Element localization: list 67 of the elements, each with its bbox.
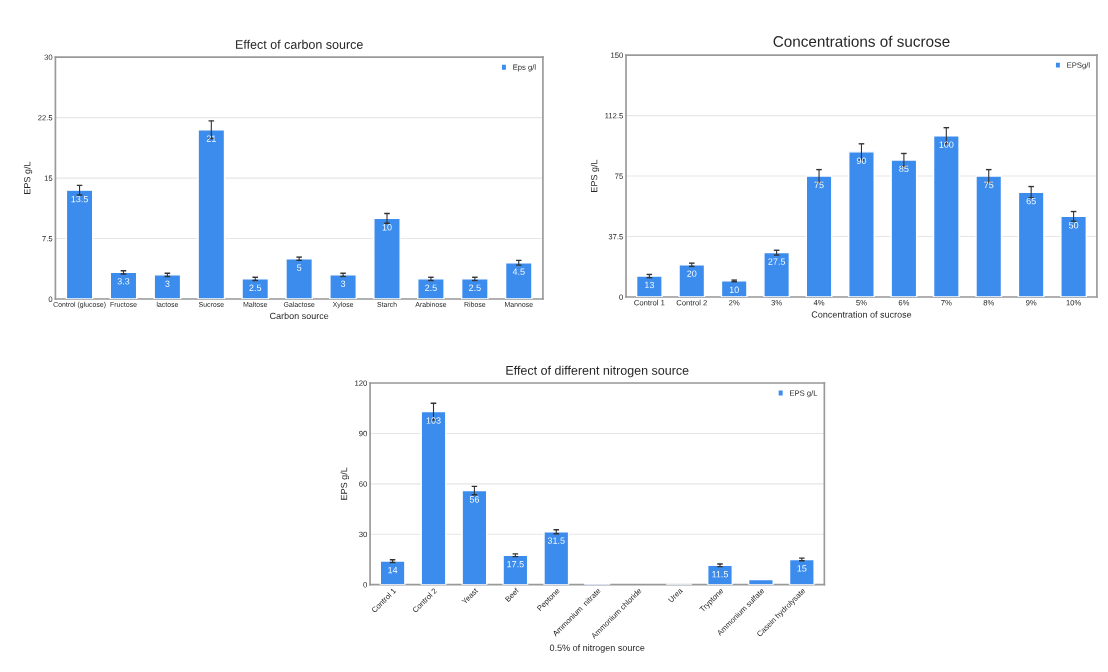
bar [329,274,357,300]
data-label: 4.5 [512,268,525,275]
y-axis-title: EPS g/L [23,161,33,194]
y-axis-title: EPS g/L [340,467,349,500]
bar [417,278,445,300]
data-label: 3 [340,280,346,287]
bar [65,189,94,300]
chart-title: Effect of carbon source [236,39,363,49]
bar [373,217,401,300]
data-label: 13 [645,281,654,289]
data-label: 15 [797,565,807,572]
data-label: 56 [469,496,480,503]
x-axis-title: 0.5% of nitrogen source [549,644,645,653]
bar [420,410,447,585]
x-axis-title: Concentration of sucrose [811,311,912,318]
bar [379,560,406,585]
chart-title: Effect of different nitrogen source [506,365,689,378]
data-label: 75 [814,181,824,189]
data-label: 50 [1068,222,1079,229]
bar [502,554,529,585]
data-label: 13.5 [71,195,88,203]
bar [848,151,875,298]
chart-title: Concentrations of sucrose [773,35,950,47]
data-label: 65 [1026,197,1036,205]
data-label: 5 [297,264,302,271]
data-label: 27.5 [768,258,786,265]
bar [197,129,226,300]
data-label: 10 [729,286,739,293]
data-label: 3 [165,280,170,287]
bar [932,135,960,298]
data-label: 31.5 [547,537,565,544]
data-label: 21 [206,135,216,142]
data-label: 2.5 [469,284,481,291]
data-label: 10 [382,224,392,231]
data-label: 90 [856,157,867,164]
bar [285,258,314,300]
bar [635,275,663,298]
bar [460,278,489,300]
bar [678,264,706,298]
bar [720,280,748,298]
data-label: 2.5 [249,284,262,291]
bar [763,251,791,298]
bar [1060,215,1088,298]
y-axis-title: EPS g/L [590,159,600,192]
data-label: 103 [426,417,441,424]
bar [461,489,488,585]
data-label: 11.5 [712,571,729,578]
data-label: 20 [687,270,697,277]
x-axis-title: Carbon source [270,312,329,320]
bar [805,175,833,298]
bar [788,558,815,585]
bar [153,274,182,300]
data-label: 14 [388,566,398,574]
bar [109,271,138,300]
data-label: 85 [899,165,909,173]
data-label: 75 [984,181,994,189]
data-label: 17.5 [507,561,524,568]
bar [975,175,1003,298]
bar [1017,191,1045,298]
bar [241,278,270,300]
data-label: 100 [939,141,954,148]
data-label: 3.3 [117,278,130,285]
bar [707,564,733,585]
bar [890,159,918,298]
data-label: 2.5 [425,284,437,291]
bar [543,531,570,585]
bar [504,262,533,300]
